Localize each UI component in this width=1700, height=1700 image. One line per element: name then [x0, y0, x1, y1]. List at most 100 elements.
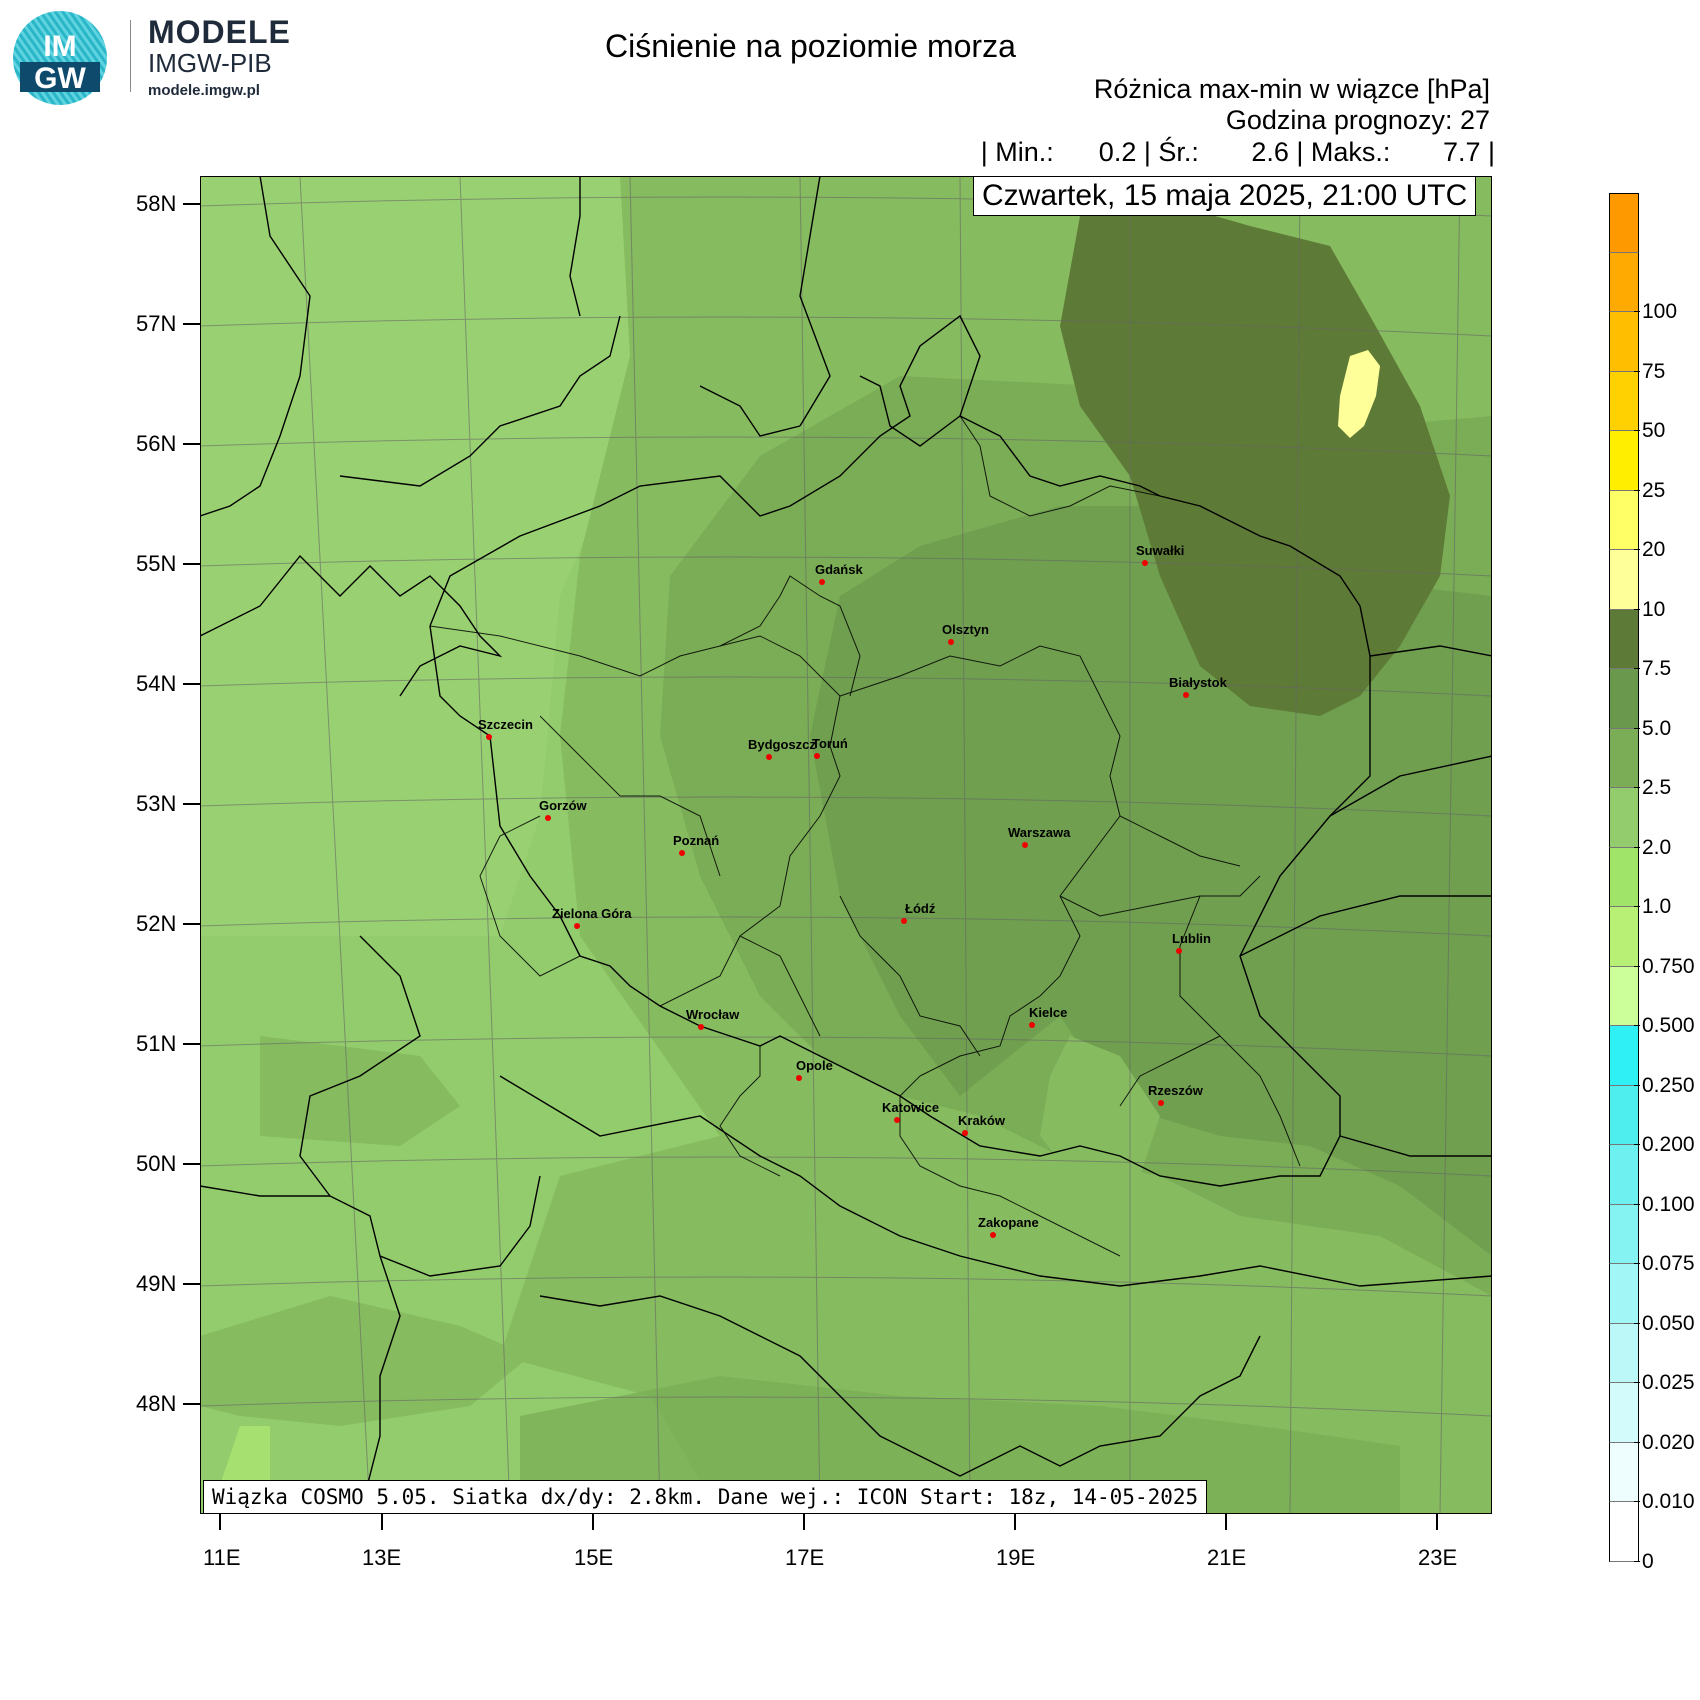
- city-olsztyn: Olsztyn: [942, 622, 989, 645]
- field-max-spot: [1338, 350, 1380, 438]
- lat-label: 50N: [136, 1151, 177, 1176]
- legend-tick: [1634, 787, 1640, 788]
- city-dot: [574, 923, 580, 929]
- legend-swatch: [1609, 550, 1639, 610]
- legend-label: 0.075: [1642, 1252, 1695, 1275]
- city-dot: [1142, 560, 1148, 566]
- legend-tick: [1634, 846, 1640, 848]
- legend-label: 0.050: [1642, 1311, 1695, 1335]
- legend-swatch: [1609, 788, 1639, 848]
- lon-label: 13E: [362, 1545, 402, 1570]
- city-dot: [990, 1232, 996, 1238]
- city-bialystok: Białystok: [1169, 675, 1227, 698]
- legend-tick: [1634, 549, 1640, 550]
- city-gorzow: Gorzów: [539, 798, 587, 821]
- chart-subtitle-variable: Różnica max-min w wiązce [hPa]: [1093, 74, 1490, 104]
- city-zakopane: Zakopane: [978, 1215, 1039, 1238]
- logo-org: IMGW-PIB: [148, 48, 272, 78]
- logo-badge-bottom: GW: [34, 62, 86, 95]
- city-katowice: Katowice: [882, 1100, 939, 1123]
- field-west-patch: [260, 1036, 460, 1146]
- forecast-hour: Godzina prognozy: 27: [1225, 105, 1490, 135]
- legend-swatch: [1609, 193, 1639, 253]
- legend-label: 50: [1642, 419, 1666, 442]
- lat-label: 53N: [136, 791, 177, 816]
- legend-label: 0.250: [1642, 1073, 1695, 1097]
- lat-label: 58N: [136, 191, 177, 216]
- city-label: Wrocław: [686, 1007, 740, 1022]
- city-label: Białystok: [1169, 675, 1227, 690]
- city-label: Toruń: [812, 736, 848, 751]
- legend-swatch: [1609, 252, 1639, 312]
- lon-tick: [803, 1514, 805, 1530]
- lat-label: 48N: [136, 1391, 177, 1416]
- legend-tick: [1634, 489, 1640, 491]
- field-south-west-patch: [200, 1296, 530, 1426]
- lon-tick: [381, 1514, 383, 1530]
- logo-badge-top: IM: [43, 30, 76, 63]
- legend-tick: [1634, 1441, 1640, 1443]
- legend-swatch: [1609, 669, 1639, 729]
- city-rzeszow: Rzeszów: [1148, 1083, 1203, 1106]
- legend-swatch: [1609, 907, 1639, 967]
- city-label: Suwałki: [1136, 543, 1185, 558]
- city-dot: [1158, 1100, 1164, 1106]
- legend-label: 0.010: [1642, 1490, 1695, 1513]
- city-krakow: Kraków: [958, 1113, 1005, 1136]
- city-lublin: Lublin: [1172, 931, 1211, 954]
- legend-label: 5.0: [1642, 716, 1672, 740]
- city-dot: [901, 918, 907, 924]
- city-label: Lublin: [1172, 931, 1211, 946]
- lon-label: 17E: [785, 1545, 825, 1570]
- lat-tick: [183, 1403, 200, 1405]
- legend-swatch: [1609, 1442, 1639, 1502]
- admin-boundaries: [429, 415, 1301, 1257]
- graticule: [200, 176, 1492, 1514]
- city-dot: [1022, 842, 1028, 848]
- city-kielce: Kielce: [1029, 1005, 1067, 1028]
- city-wroclaw: Wrocław: [686, 1007, 739, 1030]
- legend-label: 10: [1642, 597, 1666, 621]
- city-label: Poznań: [673, 833, 720, 848]
- city-dot: [698, 1024, 704, 1030]
- legend-tick: [1634, 608, 1640, 610]
- legend-tick: [1634, 668, 1640, 669]
- city-warszawa: Warszawa: [1008, 825, 1070, 848]
- lon-tick: [1225, 1514, 1227, 1530]
- legend-swatch: [1609, 966, 1639, 1026]
- lat-label: 54N: [136, 671, 177, 696]
- legend-swatch: [1609, 1323, 1639, 1383]
- city-dot: [894, 1117, 900, 1123]
- legend-swatch: [1609, 1204, 1639, 1264]
- legend-tick: [1634, 1025, 1640, 1026]
- city-dot: [486, 734, 492, 740]
- city-suwalki: Suwałki: [1136, 543, 1184, 566]
- lon-label: 15E: [574, 1545, 614, 1570]
- legend-swatch: [1609, 431, 1639, 491]
- lon-label: 23E: [1418, 1545, 1458, 1570]
- lat-tick: [183, 1283, 200, 1285]
- legend-label: 0.500: [1642, 1014, 1695, 1037]
- legend-swatch: [1609, 1502, 1639, 1562]
- map-panel: [200, 176, 1492, 1514]
- city-szczecin: Szczecin: [478, 717, 533, 740]
- lat-tick: [183, 803, 200, 805]
- city-label: Bydgoszcz: [748, 737, 816, 752]
- lat-tick: [183, 1163, 200, 1165]
- stats-line: | Min.: 0.2 | Śr.: 2.6 | Maks.: 7.7 |: [980, 137, 1495, 167]
- legend-label: 0.750: [1642, 954, 1695, 978]
- legend-label: 25: [1642, 478, 1666, 502]
- legend-label: 0.200: [1642, 1133, 1695, 1156]
- lat-label: 49N: [136, 1271, 177, 1296]
- imgw-logo-badge: IM GW: [13, 11, 107, 105]
- city-label: Olsztyn: [942, 622, 989, 637]
- lat-tick: [183, 683, 200, 685]
- lon-label: 11E: [203, 1545, 241, 1570]
- lat-label: 56N: [136, 431, 177, 456]
- legend-colorbar: [1609, 193, 1639, 1562]
- city-label: Szczecin: [478, 717, 533, 732]
- legend-label: 0.100: [1642, 1192, 1695, 1216]
- legend-tick: [1634, 727, 1640, 729]
- legend-tick: [1634, 1382, 1640, 1383]
- city-label: Kielce: [1029, 1005, 1068, 1020]
